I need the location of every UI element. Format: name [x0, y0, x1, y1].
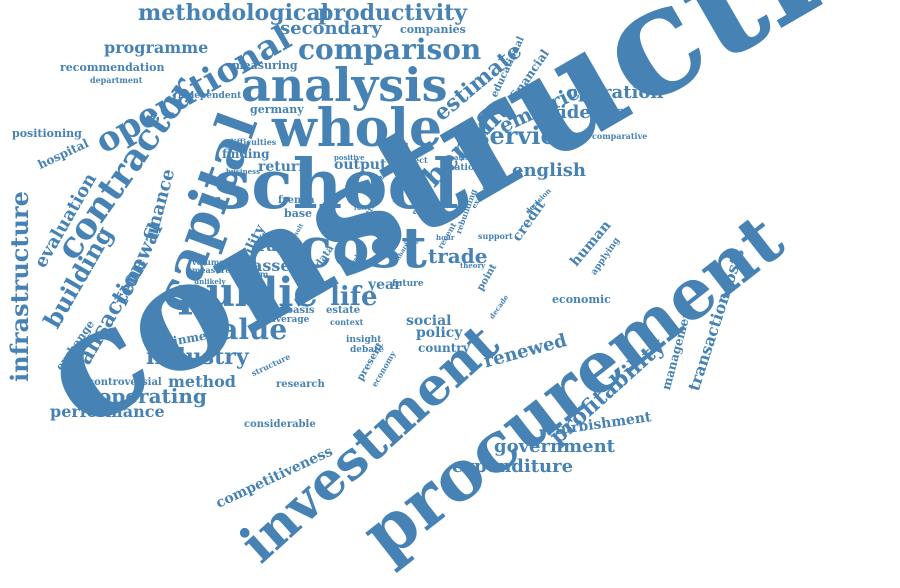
word-programme: programme: [104, 38, 209, 57]
word-controversial: controversial: [88, 377, 162, 388]
word-analysis: analysis: [241, 58, 448, 112]
word-base: base: [284, 207, 313, 220]
word-operating: operating: [98, 384, 207, 408]
word-inform: inform: [238, 269, 269, 279]
word-economic: economic: [552, 293, 611, 306]
word-policy: policy: [416, 325, 463, 341]
word-basis: basis: [286, 305, 315, 316]
word-government: government: [494, 436, 615, 457]
word-project: project: [396, 155, 428, 165]
word-trade: trade: [428, 244, 488, 268]
word-method: method: [168, 372, 236, 391]
word-type: type: [376, 237, 396, 247]
word-considerable: considerable: [244, 419, 316, 430]
word-average: average: [270, 315, 310, 325]
word-hour: hour: [436, 233, 455, 242]
word-comparative: comparative: [592, 131, 648, 141]
word-life: life: [330, 282, 378, 312]
word-germany: germany: [250, 103, 304, 116]
word-volume: volume: [192, 257, 225, 267]
word-research: research: [276, 379, 325, 390]
word-evidence: evidence: [538, 102, 627, 123]
word-future: future: [392, 279, 424, 289]
word-attempt: attempt: [454, 153, 485, 162]
word-operation: operation: [566, 82, 664, 103]
word-business: business: [226, 167, 261, 176]
word-rate: rate: [354, 205, 368, 212]
word-theory: theory: [460, 261, 486, 270]
word-comparison: comparison: [298, 33, 482, 66]
word-support: support: [478, 231, 513, 241]
word-measuring: measuring: [232, 59, 298, 72]
word-context: context: [330, 317, 364, 327]
word-cost: cost: [298, 215, 427, 281]
word-methodological: methodological: [138, 0, 329, 26]
word-insight: insight: [346, 335, 382, 345]
word-recommendation: recommendation: [60, 61, 165, 74]
word-service: service: [476, 121, 571, 150]
word-national: national: [448, 163, 490, 173]
word-industry: industry: [146, 344, 249, 370]
word-case: case: [404, 239, 419, 246]
word-infrastructure: infrastructure: [5, 191, 34, 382]
word-estate: estate: [326, 305, 361, 316]
word-companies: companies: [400, 23, 466, 36]
word-independent: independent: [178, 91, 242, 101]
word-productivity: productivity: [318, 0, 468, 26]
word-year: year: [368, 277, 402, 293]
word-department: department: [90, 75, 143, 85]
word-whole: whole: [272, 98, 443, 159]
word-debate: debate: [350, 345, 385, 355]
word-finding: finding: [222, 147, 270, 161]
word-ratio: ratio: [258, 236, 301, 255]
word-french: french: [278, 195, 315, 206]
word-secondary: secondary: [280, 18, 382, 39]
word-decade: decade: [487, 292, 511, 321]
word-return: return: [258, 159, 309, 175]
word-school: school: [213, 145, 459, 225]
word-hospital: hospital: [35, 136, 91, 172]
word-way: way: [386, 229, 401, 238]
word-positioning: positioning: [12, 127, 82, 140]
word-performance: performance: [50, 402, 165, 421]
word-country: country: [418, 341, 470, 355]
word-positive: positive: [334, 153, 365, 162]
word-difficulties: difficulties: [228, 137, 277, 147]
word-english: english: [512, 160, 587, 181]
word-expenditure: expenditure: [452, 456, 574, 477]
word-measure: measure: [192, 265, 231, 275]
word-public: public: [178, 269, 318, 316]
word-total: total: [362, 221, 378, 228]
word-sector: sector: [262, 229, 290, 239]
word-social: social: [406, 313, 452, 329]
word-output: output: [334, 157, 387, 173]
word-asset: asset: [252, 256, 298, 275]
word-unlikely: unlikely: [194, 277, 226, 286]
word-value: value: [204, 313, 288, 346]
